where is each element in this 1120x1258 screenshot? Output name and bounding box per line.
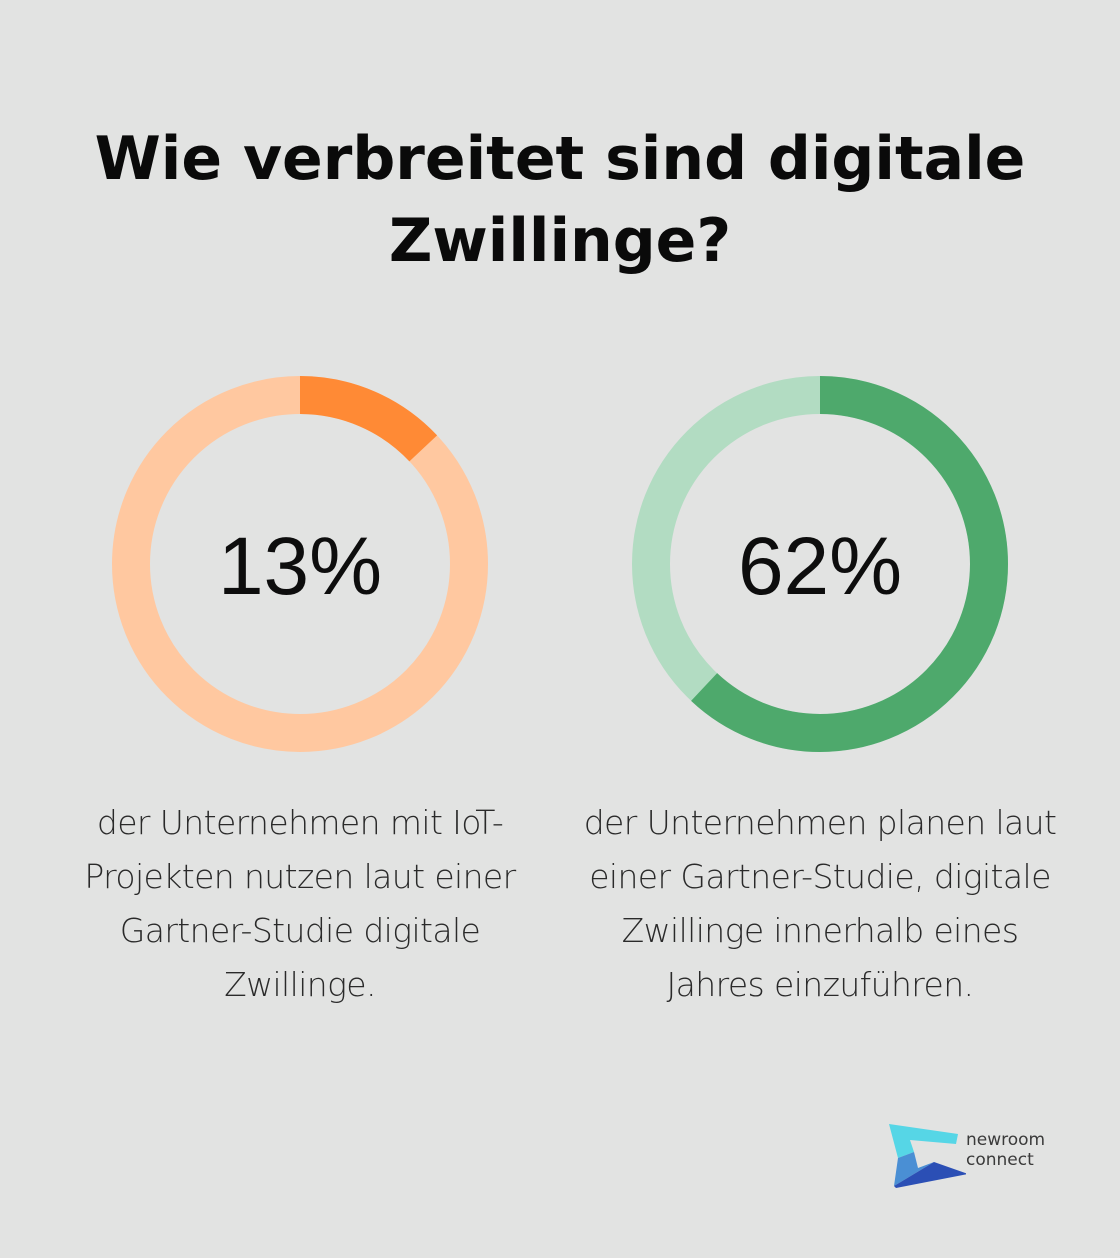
logo-mark-icon [889, 1124, 968, 1188]
page-title: Wie verbreitet sind digitale Zwillinge? [94, 124, 1026, 276]
newroom-connect-logo: newroom connect [886, 1122, 1066, 1192]
donut-chart-iot-usage: 13% [112, 376, 488, 752]
logo-wordmark: newroom connect [966, 1130, 1045, 1170]
donut-chart-2-svg: 62% [632, 376, 1008, 752]
donut-1-value-arc [112, 376, 488, 752]
donut-2-value-label: 62% [738, 521, 902, 612]
logo-line-1: newroom [966, 1130, 1046, 1150]
donut-chart-planned-adoption: 62% [632, 376, 1008, 752]
donut-1-caption: der Unternehmen mit IoT-Projekten nutzen… [84, 803, 516, 1004]
logo-line-2: connect [966, 1150, 1034, 1170]
donut-2-value-arc [632, 376, 1008, 752]
donut-1-value-label: 13% [218, 521, 382, 612]
donut-chart-1-svg: 13% [112, 376, 488, 752]
donut-2-caption: der Unternehmen planen laut einer Gartne… [583, 803, 1057, 1004]
